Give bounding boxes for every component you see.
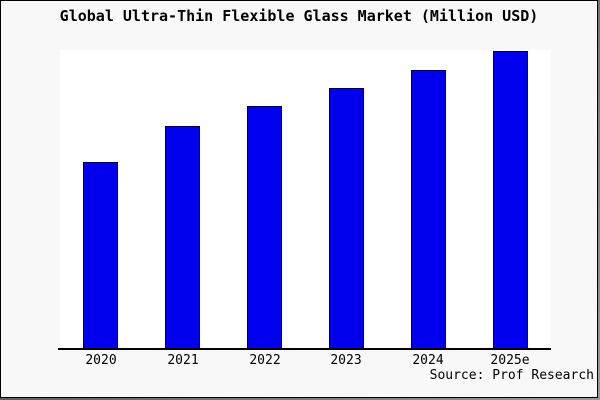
x-tick-label-2020: 2020 (85, 353, 117, 368)
x-tick-label-2021: 2021 (167, 353, 199, 368)
x-tick-label-2024: 2024 (412, 353, 444, 368)
source-credit: Source: Prof Research (429, 368, 594, 383)
x-axis-labels: 2020 2021 2022 2023 2024 2025e (60, 353, 551, 369)
bar-2021 (165, 126, 200, 350)
plot-area (60, 50, 551, 350)
bar-2023 (329, 88, 364, 350)
x-tick-label-2025e: 2025e (490, 353, 530, 368)
bar-2025e (493, 51, 528, 350)
x-tick-label-2023: 2023 (330, 353, 362, 368)
chart-title: Global Ultra-Thin Flexible Glass Market … (59, 7, 539, 25)
bar-2022 (247, 106, 282, 350)
bar-2020 (83, 162, 118, 350)
bar-2024 (411, 70, 446, 350)
x-tick-label-2022: 2022 (249, 353, 281, 368)
x-axis-line (58, 348, 551, 350)
